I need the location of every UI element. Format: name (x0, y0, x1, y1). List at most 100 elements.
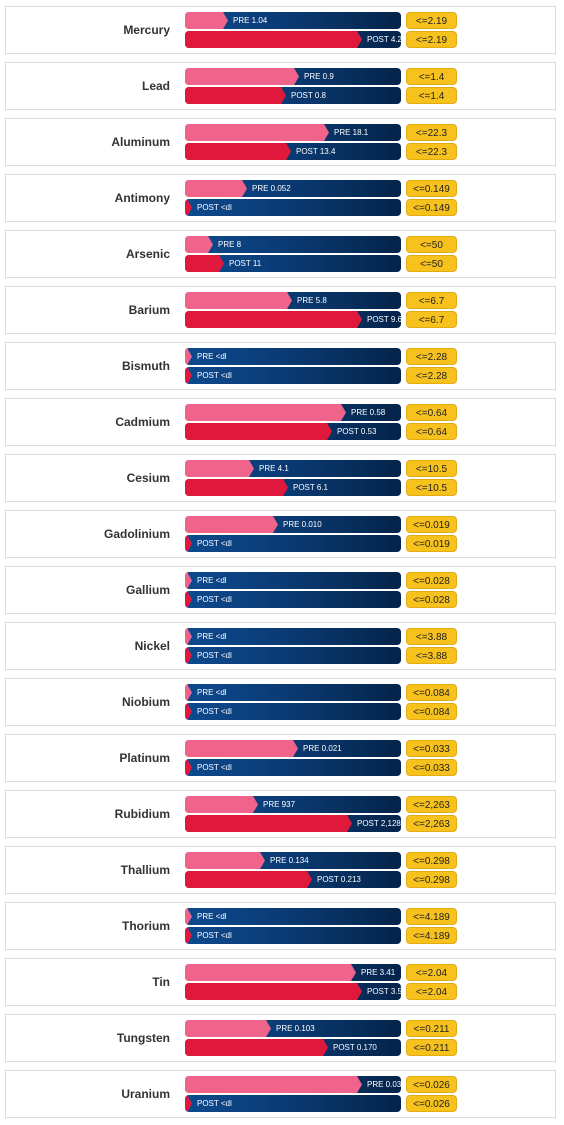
pre-bar-track: PRE 3.41 (185, 964, 401, 981)
post-bar-track: POST <dl (185, 703, 401, 720)
element-row: Aluminum PRE 18.1 <=22.3 POST 13.4 <=22.3 (5, 118, 556, 166)
limit-badge: <=0.64 (406, 423, 457, 440)
limit-badge: <=0.026 (406, 1076, 457, 1093)
post-value-label: POST 9.6 (367, 315, 401, 324)
post-value-bar (185, 647, 192, 664)
pre-bar-track: PRE <dl (185, 684, 401, 701)
element-row: Cesium PRE 4.1 <=10.5 POST 6.1 <=10.5 (5, 454, 556, 502)
post-value-label: POST <dl (197, 1099, 232, 1108)
limit-badge: <=2.28 (406, 348, 457, 365)
pre-value-label: PRE 0.021 (303, 744, 342, 753)
limit-badge: <=3.88 (406, 628, 457, 645)
element-name: Bismuth (122, 359, 170, 373)
post-bar-track: POST 0.8 (185, 87, 401, 104)
element-name: Niobium (122, 695, 170, 709)
post-value-label: POST <dl (197, 651, 232, 660)
pre-bar-track: PRE 8 (185, 236, 401, 253)
post-bar-track: POST 0.213 (185, 871, 401, 888)
limit-badge: <=0.028 (406, 572, 457, 589)
element-row: Thorium PRE <dl <=4.189 POST <dl <=4.189 (5, 902, 556, 950)
post-value-label: POST <dl (197, 371, 232, 380)
pre-value-bar (185, 1076, 362, 1093)
pre-value-bar (185, 236, 213, 253)
post-bar-track: POST 4.24 (185, 31, 401, 48)
pre-bar-track: PRE 18.1 (185, 124, 401, 141)
pre-value-bar (185, 572, 192, 589)
pre-value-bar (185, 852, 265, 869)
pre-value-bar (185, 460, 254, 477)
limit-badge: <=0.211 (406, 1020, 457, 1037)
post-bar-track: POST <dl (185, 647, 401, 664)
element-name: Barium (128, 303, 170, 317)
element-row: Tungsten PRE 0.103 <=0.211 POST 0.170 <=0.21… (5, 1014, 556, 1062)
post-bar-track: POST <dl (185, 1095, 401, 1112)
post-value-bar (185, 143, 291, 160)
limit-badge: <=50 (406, 236, 457, 253)
limit-badge: <=0.211 (406, 1039, 457, 1056)
limit-badge: <=0.084 (406, 684, 457, 701)
post-value-bar (185, 759, 192, 776)
pre-value-bar (185, 180, 247, 197)
limit-badge: <=1.4 (406, 87, 457, 104)
element-name: Uranium (121, 1087, 170, 1101)
limit-badge: <=2,263 (406, 796, 457, 813)
post-value-bar (185, 311, 362, 328)
element-name: Arsenic (125, 247, 170, 261)
element-name: Tin (152, 975, 170, 989)
pre-value-label: PRE <dl (197, 912, 227, 921)
limit-badge: <=0.64 (406, 404, 457, 421)
pre-bar-track: PRE 0.103 (185, 1020, 401, 1037)
pre-value-bar (185, 124, 329, 141)
limit-badge: <=4.189 (406, 927, 457, 944)
element-name: Rubidium (114, 807, 170, 821)
limit-badge: <=0.149 (406, 180, 457, 197)
element-name: Mercury (123, 23, 170, 37)
post-value-label: POST 0.170 (333, 1043, 377, 1052)
element-name: Cesium (126, 471, 170, 485)
pre-bar-track: PRE 0.9 (185, 68, 401, 85)
element-name: Aluminum (111, 135, 170, 149)
element-name: Lead (141, 79, 170, 93)
post-value-bar (185, 255, 224, 272)
post-bar-track: POST 2,128 (185, 815, 401, 832)
element-name: Tungsten (116, 1031, 170, 1045)
element-row: Niobium PRE <dl <=0.084 POST <dl <=0.084 (5, 678, 556, 726)
element-name: Thallium (120, 863, 170, 877)
pre-bar-track: PRE 1.04 (185, 12, 401, 29)
post-value-bar (185, 199, 192, 216)
pre-value-label: PRE 3.41 (361, 968, 396, 977)
post-value-bar (185, 983, 362, 1000)
post-value-bar (185, 535, 192, 552)
limit-badge: <=2,263 (406, 815, 457, 832)
post-bar-track: POST <dl (185, 367, 401, 384)
limit-badge: <=0.028 (406, 591, 457, 608)
post-value-bar (185, 591, 192, 608)
pre-value-bar (185, 684, 192, 701)
pre-value-label: PRE 0.9 (304, 72, 334, 81)
pre-bar-track: PRE 4.1 (185, 460, 401, 477)
element-row: Mercury PRE 1.04 <=2.19 POST 4.24 <=2.19 (5, 6, 556, 54)
post-bar-track: POST 0.53 (185, 423, 401, 440)
post-value-label: POST 0.213 (317, 875, 361, 884)
element-row: Bismuth PRE <dl <=2.28 POST <dl <=2.28 (5, 342, 556, 390)
pre-bar-track: PRE 5.8 (185, 292, 401, 309)
pre-value-bar (185, 908, 192, 925)
element-row: Arsenic PRE 8 <=50 POST 11 <=50 (5, 230, 556, 278)
pre-bar-track: PRE <dl (185, 908, 401, 925)
limit-badge: <=2.04 (406, 983, 457, 1000)
pre-value-bar (185, 292, 292, 309)
limit-badge: <=4.189 (406, 908, 457, 925)
post-bar-track: POST <dl (185, 759, 401, 776)
pre-bar-track: PRE 0.010 (185, 516, 401, 533)
post-bar-track: POST 3.54 (185, 983, 401, 1000)
pre-bar-track: PRE <dl (185, 572, 401, 589)
element-row: Barium PRE 5.8 <=6.7 POST 9.6 <=6.7 (5, 286, 556, 334)
pre-bar-track: PRE 0.021 (185, 740, 401, 757)
element-name: Antimony (114, 191, 170, 205)
pre-value-label: PRE 0.010 (283, 520, 322, 529)
post-value-label: POST 11 (229, 259, 262, 268)
pre-bar-track: PRE 0.036 (185, 1076, 401, 1093)
post-bar-track: POST 13.4 (185, 143, 401, 160)
limit-badge: <=50 (406, 255, 457, 272)
element-name: Cadmium (115, 415, 170, 429)
